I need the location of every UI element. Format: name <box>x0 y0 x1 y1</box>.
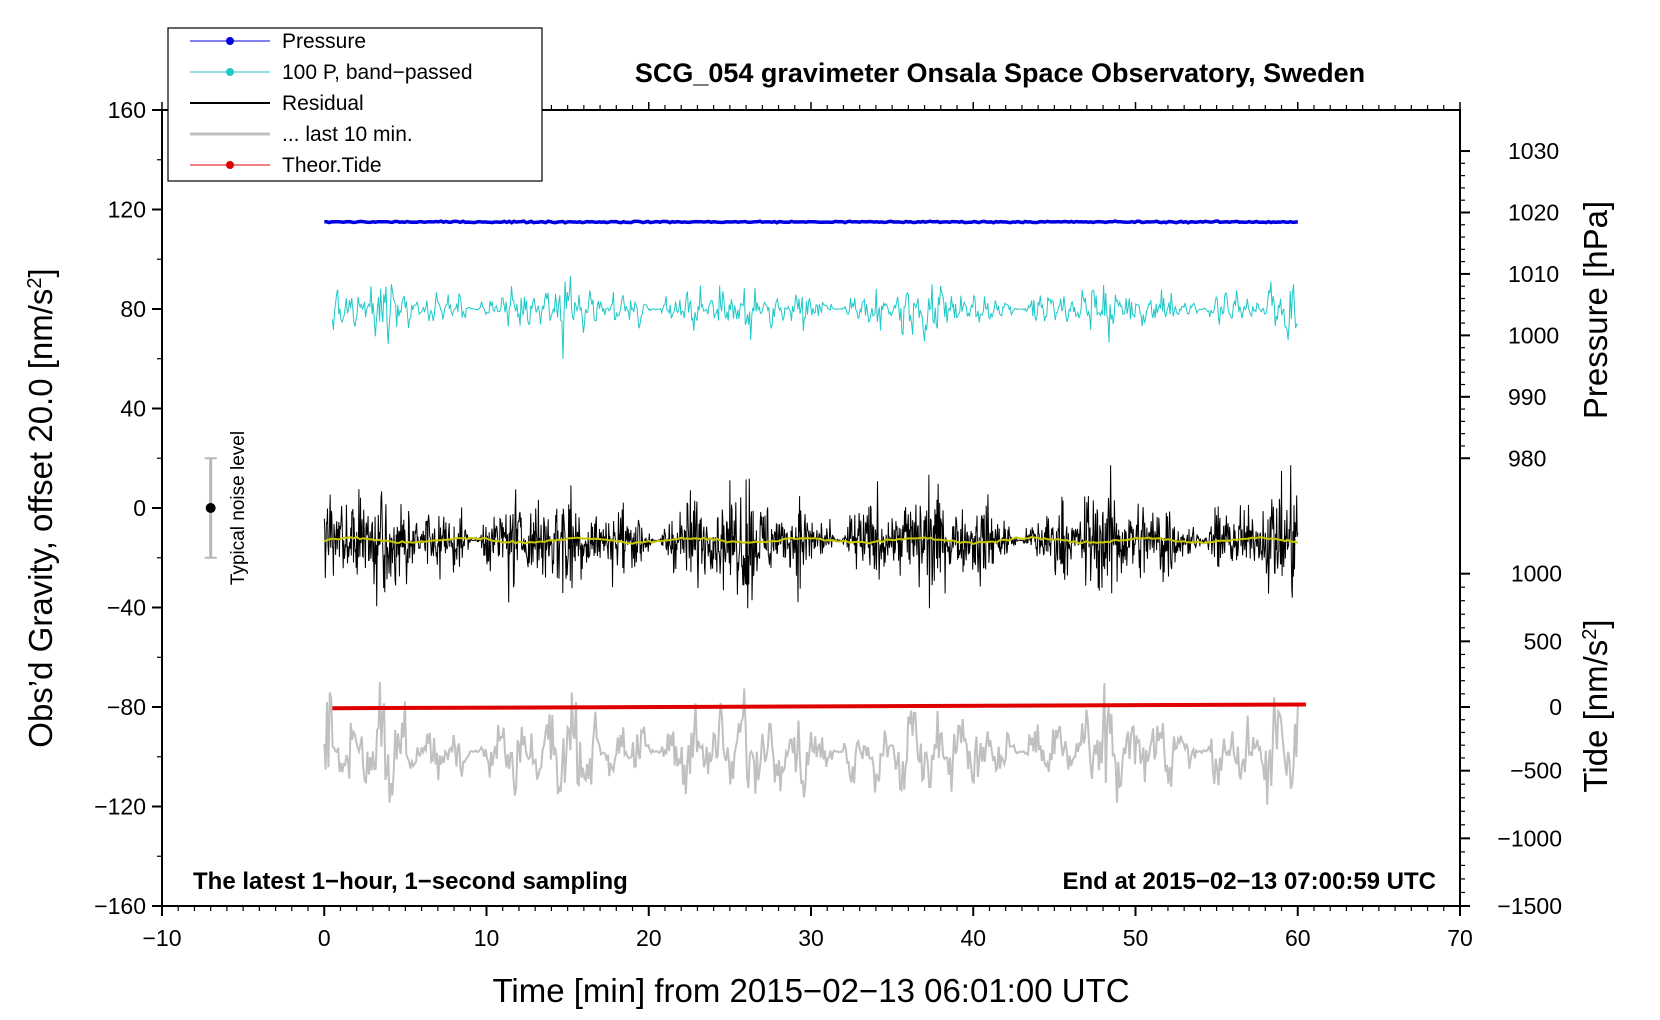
annotation-sampling: The latest 1−hour, 1−second sampling <box>193 868 628 895</box>
noise-center-dot <box>205 503 216 513</box>
x-tick-label: 10 <box>474 925 500 951</box>
plot-frame <box>161 109 1461 907</box>
noise-level-label: Typical noise level <box>228 431 249 585</box>
y-axis-title-left-end: ] <box>22 268 59 277</box>
y-axis-title-pressure: Pressure [hPa] <box>1577 201 1614 419</box>
legend-marker <box>226 161 234 169</box>
x-axis-title: Time [min] from 2015−02−13 06:01:00 UTC <box>492 972 1129 1009</box>
y-axis-title-left-main: Obs’d Gravity, offset 20.0 [nm/s <box>22 289 59 748</box>
series-residual-smoothed <box>323 535 1299 545</box>
x-tick-label: 30 <box>798 925 824 951</box>
series-theor-tide <box>332 702 1306 711</box>
x-tick-label: 70 <box>1447 925 1473 951</box>
tide-tick-label: 500 <box>1524 628 1562 654</box>
series-residual <box>323 465 1299 609</box>
y-tick-label: 0 <box>133 495 146 521</box>
chart-title: SCG_054 gravimeter Onsala Space Observat… <box>635 58 1365 88</box>
annotation-end-time: End at 2015−02−13 07:00:59 UTC <box>1062 868 1436 895</box>
tide-tick-label: −1000 <box>1497 825 1562 851</box>
legend-label: Residual <box>282 92 364 115</box>
y-axis-title-tide-end: ] <box>1577 619 1614 628</box>
x-tick-label: 60 <box>1285 925 1311 951</box>
y-axis-title-tide-main: Tide [nm/s <box>1577 640 1614 793</box>
y-tick-label: −120 <box>94 794 146 820</box>
series-last-10-min <box>323 682 1299 805</box>
legend-entries: Pressure 100 P, band−passed Residual ... la… <box>190 30 473 177</box>
legend-label: 100 P, band−passed <box>282 61 473 84</box>
tide-tick-label: −1500 <box>1497 893 1562 919</box>
noise-level-indicator: Typical noise level <box>204 431 249 585</box>
ticks-layer <box>152 102 1470 916</box>
tide-tick-label: −500 <box>1510 758 1562 784</box>
legend: Pressure 100 P, band−passed Residual ... la… <box>167 27 543 182</box>
series-band-passed <box>331 275 1298 359</box>
tide-tick-label: 1000 <box>1511 561 1562 587</box>
y-tick-label: −40 <box>107 595 146 621</box>
x-tick-label: 40 <box>960 925 986 951</box>
series-pressure <box>324 219 1299 225</box>
pressure-tick-label: 1000 <box>1508 322 1559 348</box>
y-axis-title-left-sup: 2 <box>24 277 46 288</box>
pressure-tick-label: 990 <box>1508 384 1546 410</box>
y-tick-label: −160 <box>94 893 146 919</box>
legend-label: Pressure <box>282 30 366 53</box>
tick-labels-layer: −10 0 10 20 30 40 50 60 70−160−120−80−4004080120… <box>94 97 1562 951</box>
pressure-tick-label: 1030 <box>1508 138 1559 164</box>
y-tick-label: 120 <box>108 197 146 223</box>
x-tick-label: 50 <box>1123 925 1149 951</box>
y-axis-title-tide-sup: 2 <box>1579 629 1601 640</box>
pressure-tick-label: 1010 <box>1508 261 1559 287</box>
x-tick-label: 20 <box>636 925 662 951</box>
x-tick-label: 0 <box>318 925 331 951</box>
pressure-tick-label: 980 <box>1508 445 1546 471</box>
y-axis-title-tide: Tide [nm/s2] <box>1577 619 1614 792</box>
legend-marker <box>226 37 234 45</box>
y-axis-title-left: Obs’d Gravity, offset 20.0 [nm/s2] <box>22 268 59 747</box>
y-tick-label: 80 <box>120 296 146 322</box>
y-tick-label: −80 <box>107 694 146 720</box>
y-tick-label: 160 <box>108 97 146 123</box>
y-tick-label: 40 <box>120 396 146 422</box>
tide-tick-label: 0 <box>1549 694 1562 720</box>
legend-box <box>167 27 543 182</box>
pressure-tick-label: 1020 <box>1508 199 1559 225</box>
legend-label: ... last 10 min. <box>282 123 413 146</box>
legend-marker <box>226 68 234 76</box>
series-layer <box>323 219 1306 805</box>
x-tick-label: −10 <box>142 925 181 951</box>
legend-label: Theor.Tide <box>282 154 382 177</box>
